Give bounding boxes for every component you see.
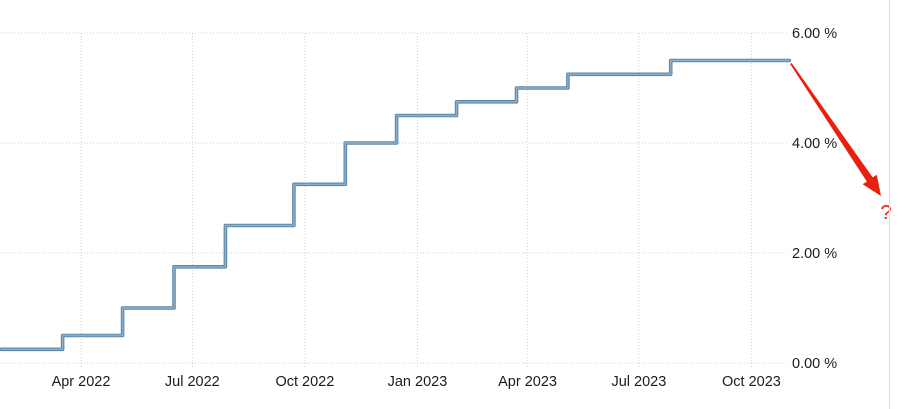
y-tick-label-6: 6.00 % [792, 26, 837, 42]
x-tick-label-6: Oct 2023 [722, 374, 781, 390]
y-tick-label-4: 4.00 % [792, 136, 837, 152]
x-tick-label-0: Apr 2022 [52, 374, 111, 390]
forecast-arrow-down-icon [790, 63, 881, 196]
x-tick-label-3: Jan 2023 [388, 374, 448, 390]
x-tick-label-5: Jul 2023 [611, 374, 666, 390]
y-tick-label-0: 0.00 % [792, 356, 837, 372]
x-tick-label-2: Oct 2022 [275, 374, 334, 390]
annotation-question-mark: ? [880, 202, 891, 224]
x-tick-label-1: Jul 2022 [165, 374, 220, 390]
x-tick-label-4: Apr 2023 [498, 374, 557, 390]
rate-step-line-highlight [0, 59, 791, 350]
y-tick-label-2: 2.00 % [792, 246, 837, 262]
